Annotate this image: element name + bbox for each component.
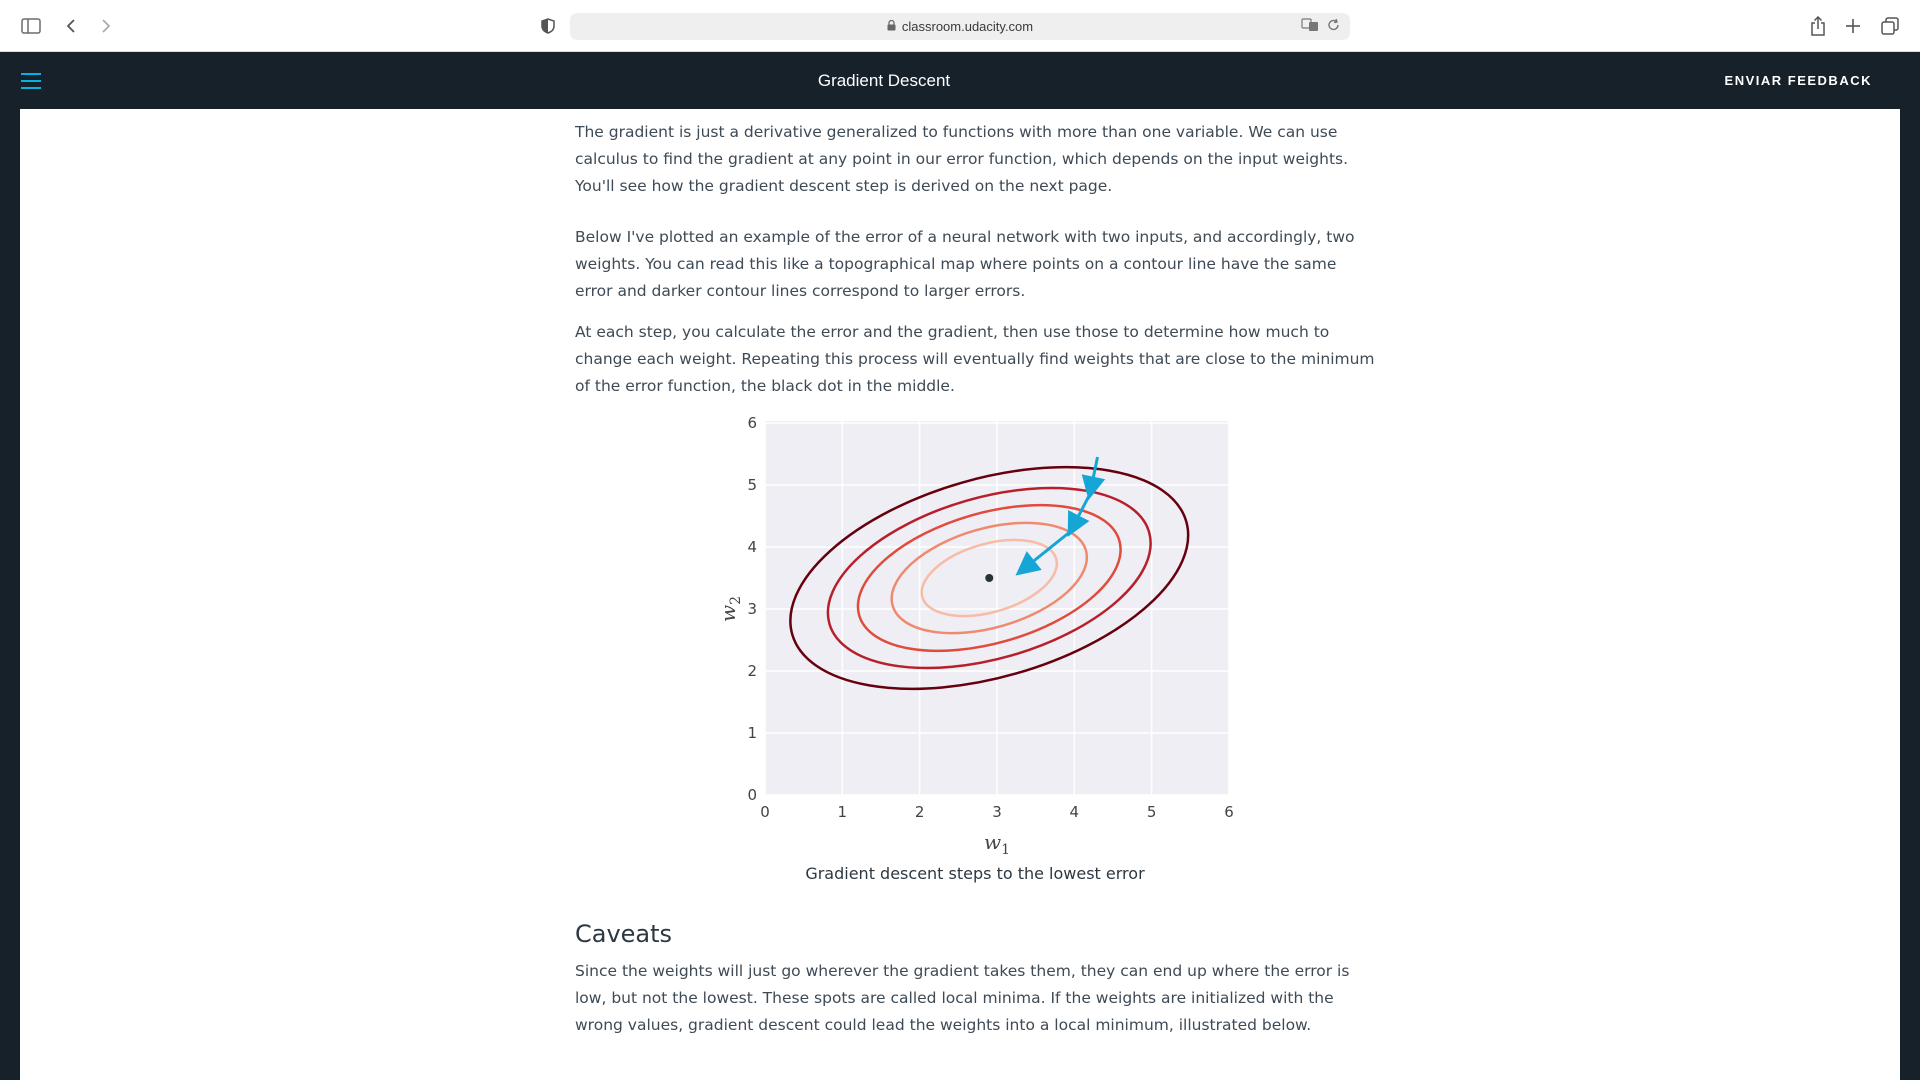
figure-caption: Gradient descent steps to the lowest err… bbox=[805, 864, 1145, 883]
contour-line bbox=[920, 538, 1059, 618]
gradient-step-arrow bbox=[1081, 456, 1106, 501]
contour-line bbox=[890, 521, 1089, 635]
new-tab-icon[interactable] bbox=[1840, 13, 1866, 39]
app-header: Gradient Descent ENVIAR FEEDBACK bbox=[0, 52, 1920, 109]
share-icon[interactable] bbox=[1805, 13, 1831, 39]
gradient-step-arrow bbox=[1067, 493, 1092, 537]
paragraph-gradient-definition: The gradient is just a derivative genera… bbox=[575, 123, 1349, 195]
lesson-content: The gradient is just a derivative genera… bbox=[20, 109, 1900, 1080]
lock-icon bbox=[887, 19, 896, 34]
contour-chart: 0 1 2 3 4 5 6 0 1 2 3 4 5 6 w1 w2 bbox=[716, 414, 1234, 858]
gradient-step-arrow bbox=[1015, 530, 1072, 576]
x-tick-label: 1 bbox=[838, 803, 848, 821]
minimum-point bbox=[985, 574, 994, 582]
y-tick-label: 4 bbox=[747, 538, 757, 556]
x-tick-label: 3 bbox=[992, 803, 1002, 821]
y-tick-label: 2 bbox=[747, 662, 757, 680]
y-tick-label: 0 bbox=[747, 786, 757, 804]
contour-line bbox=[789, 465, 1190, 691]
x-tick-label: 5 bbox=[1147, 803, 1157, 821]
y-axis-label: w2 bbox=[716, 596, 744, 622]
sidebar-icon[interactable] bbox=[18, 13, 44, 39]
y-tick-label: 1 bbox=[747, 724, 757, 742]
back-icon[interactable] bbox=[58, 13, 84, 39]
reload-icon[interactable] bbox=[1327, 18, 1340, 35]
y-tick-label: 5 bbox=[747, 476, 757, 494]
paragraph-each-step: At each step, you calculate the error an… bbox=[575, 323, 1375, 395]
page-title: Gradient Descent bbox=[817, 70, 951, 90]
gradient-descent-figure: 0 1 2 3 4 5 6 0 1 2 3 4 5 6 w1 w2 Gradient descent step… bbox=[575, 408, 1375, 1034]
paragraph-error-plot: Below I've plotted an example of the err… bbox=[575, 228, 1355, 300]
tabs-icon[interactable] bbox=[1877, 13, 1903, 39]
y-tick-label: 6 bbox=[747, 414, 757, 432]
menu-icon[interactable] bbox=[20, 71, 42, 91]
x-axis-label: w1 bbox=[984, 830, 1010, 858]
address-bar[interactable]: classroom.udacity.com bbox=[570, 13, 1350, 40]
x-tick-label: 0 bbox=[760, 803, 770, 821]
browser-toolbar: classroom.udacity.com bbox=[0, 0, 1920, 52]
x-tick-label: 2 bbox=[915, 803, 925, 821]
forward-icon[interactable] bbox=[93, 13, 119, 39]
paragraph-caveats: Since the weights will just go wherever … bbox=[575, 962, 1350, 1034]
article: The gradient is just a derivative genera… bbox=[575, 119, 1375, 1034]
translate-icon[interactable] bbox=[1301, 18, 1319, 35]
shield-icon[interactable] bbox=[535, 13, 561, 39]
section-title-caveats: Caveats bbox=[575, 920, 673, 948]
x-tick-label: 4 bbox=[1070, 803, 1080, 821]
url-text: classroom.udacity.com bbox=[901, 19, 1034, 34]
contour-line bbox=[826, 486, 1152, 670]
contour-line bbox=[856, 503, 1122, 653]
x-tick-label: 6 bbox=[1224, 803, 1234, 821]
send-feedback-button[interactable]: ENVIAR FEEDBACK bbox=[1724, 73, 1872, 88]
y-tick-label: 3 bbox=[747, 600, 757, 618]
